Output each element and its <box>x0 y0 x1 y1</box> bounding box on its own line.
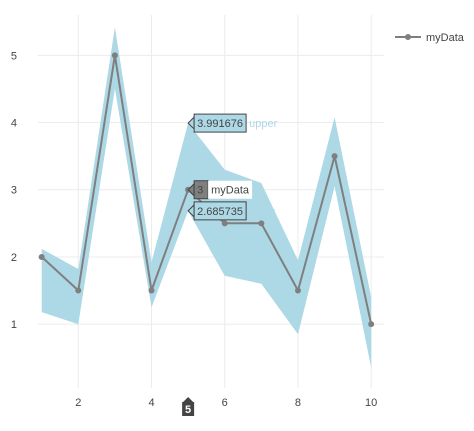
y-tick-label: 4 <box>11 118 17 130</box>
upper-tooltip-box <box>193 113 247 133</box>
data-point[interactable] <box>258 220 265 227</box>
data-point[interactable] <box>294 287 301 294</box>
x-hover-badge-label: 5 <box>185 404 191 416</box>
data-point[interactable] <box>368 321 375 328</box>
legend-marker <box>405 34 411 40</box>
upper-tooltip-value: 3.991676 <box>197 118 243 130</box>
data-point[interactable] <box>75 287 82 294</box>
x-hover-badge <box>182 402 195 416</box>
data-point[interactable] <box>38 253 45 260</box>
y-tick-label: 1 <box>11 319 17 331</box>
lower-tooltip-value: 2.685735 <box>197 206 243 218</box>
data-point[interactable] <box>331 153 338 160</box>
upper-tooltip-name: upper <box>249 118 277 130</box>
series-tooltip-value: 3 <box>197 185 203 197</box>
data-point[interactable] <box>148 287 155 294</box>
y-tick-label: 2 <box>11 252 17 264</box>
y-tick-label: 5 <box>11 50 17 62</box>
data-point[interactable] <box>221 220 228 227</box>
series-tooltip-name-box <box>208 180 253 199</box>
data-point[interactable] <box>111 52 118 59</box>
x-hover-badge-pointer <box>183 397 194 402</box>
x-tick-label: 10 <box>365 397 377 409</box>
legend-label[interactable]: myData <box>426 32 465 44</box>
lower-tooltip-name: lower <box>249 206 276 218</box>
x-tick-label: 2 <box>75 397 81 409</box>
x-tick-label: 4 <box>148 397 154 409</box>
x-tick-label: 8 <box>295 397 301 409</box>
lower-tooltip-box <box>193 201 247 221</box>
x-tick-label: 6 <box>222 397 228 409</box>
series-tooltip-name: myData <box>211 185 250 197</box>
y-tick-label: 3 <box>11 185 17 197</box>
